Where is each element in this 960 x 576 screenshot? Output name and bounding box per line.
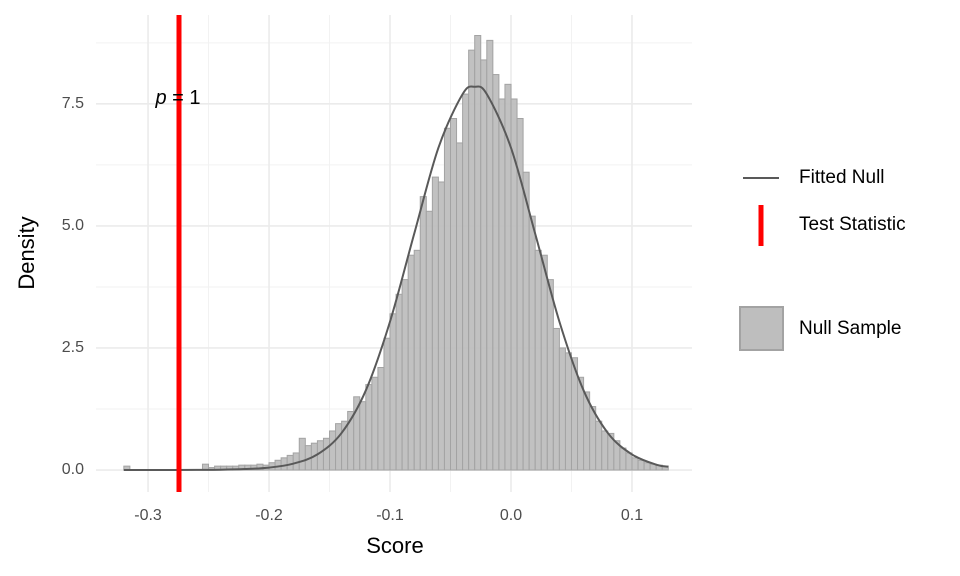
histogram-bar [419, 196, 427, 471]
histogram-bar [425, 210, 433, 471]
histogram-bar [456, 142, 464, 471]
legend-label: Fitted Null [799, 167, 885, 188]
legend-label: Null Sample [799, 318, 901, 339]
histogram-bar [359, 401, 367, 471]
histogram-bar [335, 423, 343, 471]
histogram-bar [619, 447, 627, 471]
x-tick-label: -0.3 [134, 507, 162, 524]
y-tick-label: 2.5 [62, 339, 84, 356]
histogram-bar [637, 459, 645, 471]
histogram-bar [564, 352, 572, 471]
histogram-bar [274, 459, 282, 471]
histogram-bar [462, 93, 470, 471]
histogram-bar [474, 35, 482, 471]
histogram-bar [431, 176, 439, 471]
histogram-bar [546, 279, 554, 471]
histogram-bar [595, 420, 603, 471]
histogram-bar [383, 337, 391, 471]
annotation-symbol: p [154, 87, 166, 109]
legend: Fitted Null Test Statistic Null Sample [739, 167, 906, 351]
histogram-bar [552, 327, 560, 471]
x-tick-label: -0.2 [255, 507, 283, 524]
histogram-bar [625, 452, 633, 471]
histogram-bar [316, 440, 324, 471]
histogram-bar [589, 406, 597, 471]
histogram-bar [322, 437, 331, 471]
histogram-bar [413, 249, 421, 471]
histogram-bar [329, 430, 337, 471]
histogram-bar [577, 376, 585, 471]
histogram-bar [407, 254, 415, 471]
histogram-bar [286, 454, 294, 471]
histogram-bar [643, 462, 651, 471]
histogram-bar [443, 127, 452, 471]
histogram-bar [371, 376, 379, 471]
histogram-bar [522, 171, 530, 471]
histogram-bar [395, 293, 403, 471]
histogram-bar [558, 347, 566, 471]
histogram-bar [534, 249, 542, 471]
annotation-value: = 1 [167, 87, 201, 109]
histogram-bar [401, 279, 409, 471]
fitted-curve [123, 85, 669, 472]
histogram-bar [498, 98, 506, 471]
histogram-bar [492, 74, 500, 471]
histogram-bar [528, 215, 536, 471]
y-tick-label: 7.5 [62, 95, 84, 112]
legend-key [739, 306, 784, 351]
histogram-bar [631, 457, 639, 471]
histogram-bar [280, 457, 288, 471]
annotation: p = 1 [154, 87, 200, 109]
histogram-bar [377, 367, 385, 471]
histogram-bar [540, 254, 548, 471]
histogram-bar [450, 118, 458, 471]
y-tick-label: 0.0 [62, 461, 84, 478]
y-tick-label: 5.0 [62, 217, 84, 234]
histogram-bar [480, 59, 488, 471]
histogram-bar [437, 181, 445, 471]
histogram-bar [365, 384, 373, 471]
legend-label: Test Statistic [799, 214, 906, 235]
histogram-bar [468, 49, 476, 471]
x-tick-label: 0.1 [621, 507, 643, 524]
histogram-bar [298, 437, 306, 471]
x-axis-title: Score [366, 533, 423, 558]
histogram-bar [389, 313, 397, 471]
x-tick-label: 0.0 [500, 507, 522, 524]
x-tick-label: -0.1 [376, 507, 404, 524]
histogram-bar [601, 430, 609, 471]
y-axis-title: Density [14, 216, 39, 289]
